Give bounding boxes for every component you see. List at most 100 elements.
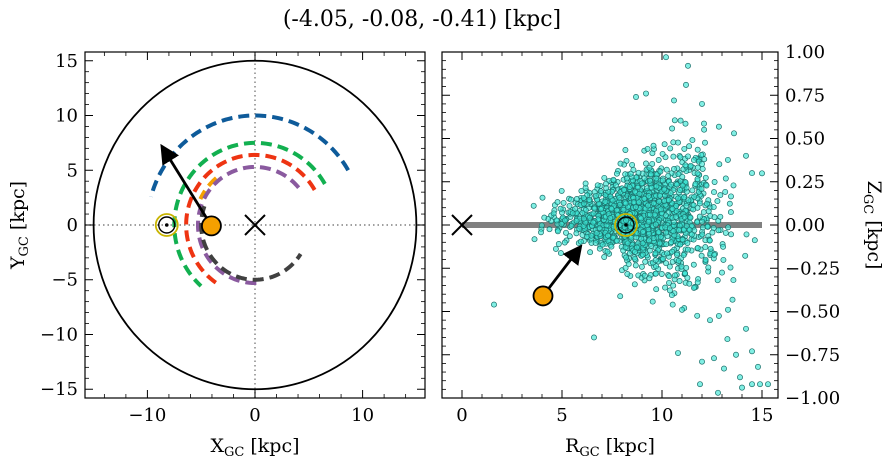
scatter-point [560, 199, 567, 206]
scatter-point [694, 146, 701, 153]
right-ytick-label: −1.00 [785, 388, 840, 409]
scatter-point [669, 125, 676, 132]
scatter-point [682, 120, 689, 127]
scatter-point [650, 235, 657, 242]
scatter-point [558, 221, 565, 227]
scatter-point [573, 230, 580, 237]
scatter-point [577, 238, 584, 245]
scatter-point [646, 275, 653, 282]
scatter-point [703, 182, 710, 189]
scatter-point [714, 277, 721, 284]
galactic-center-marker [244, 214, 266, 236]
scatter-point [643, 160, 649, 167]
scatter-point [705, 264, 712, 271]
scatter-point [659, 177, 666, 184]
scatter-point [562, 217, 568, 224]
scatter-point [601, 254, 608, 260]
scatter-point [644, 145, 651, 152]
scatter-point [696, 213, 703, 220]
scatter-point [663, 241, 670, 248]
scatter-point [658, 271, 665, 277]
scatter-point [663, 166, 670, 173]
scatter-point [645, 218, 652, 225]
scatter-point [666, 273, 673, 280]
scatter-point [604, 248, 611, 255]
scatter-point [691, 284, 697, 291]
right-ytick-label: −0.75 [785, 345, 840, 366]
scatter-point [617, 293, 624, 300]
scatter-point [638, 263, 645, 270]
scatter-point [668, 292, 675, 299]
scatter-point [613, 237, 620, 244]
scatter-point [625, 261, 632, 268]
scatter-point [711, 355, 717, 362]
left-xlabel: XGC [kpc] [210, 435, 299, 460]
scatter-point [676, 278, 683, 284]
scatter-point [721, 365, 727, 372]
scatter-point [689, 137, 696, 144]
scatter-point [586, 214, 593, 221]
scatter-point [675, 257, 682, 264]
scatter-point [553, 217, 560, 224]
scatter-point [546, 226, 553, 233]
scatter-point [689, 187, 696, 194]
scatter-point [662, 212, 669, 219]
scatter-point [638, 180, 645, 187]
scatter-point [711, 214, 718, 221]
scatter-point [653, 183, 660, 190]
scatter-point [724, 336, 731, 343]
scatter-point [699, 218, 706, 225]
scatter-point [661, 197, 668, 204]
scatter-point [593, 230, 600, 237]
right-ytick-label: −0.25 [785, 258, 840, 279]
scatter-point [566, 202, 573, 209]
scatter-point [681, 145, 688, 152]
scatter-point [539, 194, 546, 201]
scatter-point [652, 257, 659, 264]
scatter-point [687, 214, 694, 221]
arc-series-3 [184, 152, 317, 288]
scatter-point [702, 174, 709, 181]
scatter-point [670, 228, 677, 235]
scatter-point [679, 182, 686, 189]
scatter-point [749, 348, 755, 355]
scatter-point [573, 196, 580, 202]
right-ytick-label: 1.00 [785, 42, 825, 63]
scatter-point [684, 246, 691, 253]
scatter-point [636, 190, 643, 197]
scatter-point [627, 170, 634, 177]
scatter-point [671, 117, 678, 124]
scatter-point [597, 188, 604, 195]
left-ytick-label: 15 [55, 51, 78, 72]
scatter-point [700, 209, 707, 216]
scatter-point [651, 211, 658, 218]
scatter-point [739, 384, 745, 391]
scatter-point [727, 264, 734, 271]
scatter-point [668, 181, 674, 188]
right-xlabel: RGC [kpc] [565, 435, 655, 460]
scatter-point [714, 198, 721, 205]
scatter-point [707, 317, 713, 324]
scatter-point [561, 239, 568, 246]
scatter-point [694, 164, 701, 171]
scatter-point [667, 145, 674, 152]
scatter-point [706, 237, 713, 244]
scatter-point [626, 184, 633, 190]
scatter-point [691, 193, 698, 200]
scatter-point [647, 171, 654, 178]
scatter-point [686, 143, 693, 150]
scatter-point [703, 200, 710, 207]
scatter-point [657, 192, 663, 199]
scatter-point [566, 233, 573, 240]
scatter-point [632, 248, 638, 255]
scatter-point [563, 229, 569, 236]
scatter-point [688, 231, 695, 238]
scatter-point [578, 187, 585, 194]
scatter-point [635, 169, 642, 176]
scatter-point [590, 219, 597, 226]
sun-marker-dot [624, 223, 628, 227]
scatter-point [733, 351, 739, 358]
scatter-point [685, 62, 691, 69]
scatter-point [715, 123, 722, 130]
scatter-point [572, 205, 579, 212]
